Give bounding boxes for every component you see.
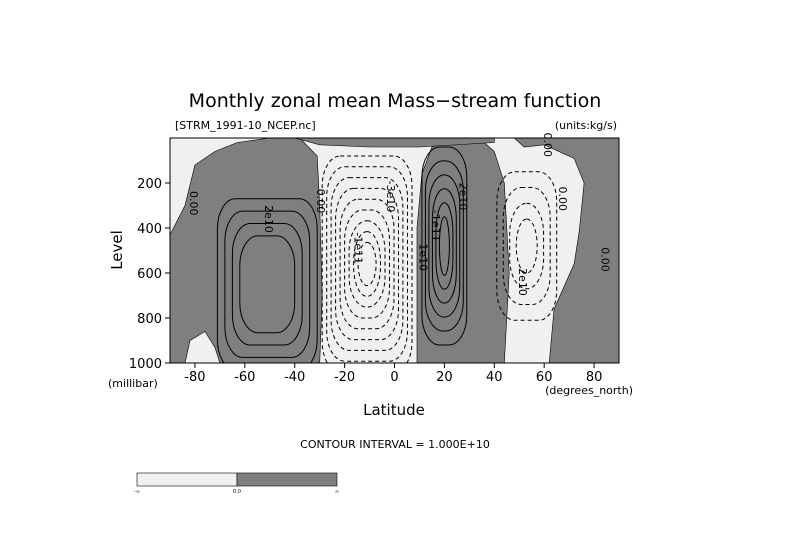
- y-tick-label: 400: [137, 222, 162, 237]
- x-tick-label: 60: [536, 370, 553, 385]
- contour-label: 2e10: [262, 205, 275, 233]
- southern-tropical-cell-contour: [357, 241, 377, 287]
- x-axis: -80 -60 -40 -20 0 20 40 60 80: [184, 363, 602, 385]
- northern-tropical-cell-contour: [435, 202, 454, 290]
- northern-tropical-cell-contour: [424, 160, 464, 332]
- southern-hadley-cell-contour: [231, 223, 303, 346]
- colorbar: -∞ 0.0 ∞: [134, 472, 339, 495]
- southern-tropical-cell-contour: [344, 209, 391, 319]
- southern-tropical-cell-contour: [326, 166, 409, 362]
- contour-label: 0.00: [541, 133, 554, 158]
- contour-label: 0.00: [314, 189, 327, 214]
- contour-label: 0.00: [556, 187, 569, 212]
- chart-title: Monthly zonal mean Mass−stream function: [189, 90, 602, 112]
- contour-interval-text: CONTOUR INTERVAL = 1.000E+10: [300, 438, 490, 451]
- northern-tropical-cell-contour: [431, 188, 457, 304]
- colorbar-label-zero: 0.0: [233, 489, 241, 495]
- y-units-label: (millibar): [108, 377, 158, 390]
- y-axis-label: Level: [108, 230, 126, 270]
- x-units-label: (degrees_north): [545, 384, 633, 397]
- x-tick-label: -80: [184, 370, 205, 385]
- contour-label: 2e10: [516, 268, 529, 296]
- y-tick-label: 600: [137, 267, 162, 282]
- southern-hadley-cell-contour: [216, 198, 318, 363]
- contour-label: -1e11: [429, 210, 442, 242]
- colorbar-positive-swatch: [236, 472, 338, 487]
- northern-midlatitude-cell-contour: [509, 202, 545, 290]
- colorbar-label-max: ∞: [335, 489, 339, 495]
- southern-tropical-cell-contour: [353, 231, 382, 297]
- x-tick-label: 80: [586, 370, 603, 385]
- x-tick-label: 20: [436, 370, 453, 385]
- contour-label-group: 0.00 2e10 0.00 -1e11 -3e10 1e10 2e10 -1e11 0.00 2…: [187, 133, 612, 296]
- positive-region-upper-belt: [294, 138, 495, 148]
- contour-label: 0.00: [187, 191, 200, 216]
- southern-tropical-cell-contour: [339, 198, 395, 330]
- file-label: [STRM_1991-10_NCEP.nc]: [175, 119, 316, 132]
- positive-region-north-pole: [513, 138, 619, 363]
- y-tick-label: 200: [137, 177, 162, 192]
- y-tick-label: 1000: [129, 357, 162, 372]
- contour-label: 1e10: [416, 243, 429, 271]
- contour-label: 0.00: [599, 247, 612, 272]
- southern-tropical-cell-contour: [321, 155, 413, 363]
- contour-label: 2e10: [456, 183, 469, 211]
- negative-region-south-pole: [184, 331, 221, 363]
- contour-field: [170, 138, 619, 363]
- northern-tropical-cell-contour: [428, 174, 461, 318]
- y-axis: 200 400 600 800 1000: [129, 177, 170, 372]
- southern-hadley-cell-contour: [224, 210, 311, 358]
- southern-tropical-cell-contour: [348, 220, 386, 308]
- x-tick-label: 40: [486, 370, 503, 385]
- southern-tropical-cell-contour: [330, 177, 404, 351]
- x-axis-label: Latitude: [363, 401, 425, 419]
- northern-midlatitude-cell-contour: [496, 171, 558, 321]
- northern-tropical-cell-contour: [421, 146, 468, 346]
- colorbar-negative-swatch: [136, 472, 238, 487]
- southern-hadley-cell-contour: [239, 235, 296, 334]
- contour-label: -3e10: [384, 181, 397, 213]
- y-tick-label: 800: [137, 312, 162, 327]
- x-tick-label: -60: [234, 370, 255, 385]
- positive-region-south: [170, 138, 323, 363]
- units-label: (units:kg/s): [555, 119, 617, 132]
- contour-label: -1e11: [352, 232, 365, 264]
- northern-midlatitude-cell-contour: [515, 218, 538, 274]
- northern-midlatitude-cell-contour: [502, 187, 551, 305]
- colorbar-label-min: -∞: [134, 489, 140, 495]
- x-tick-label: -20: [334, 370, 355, 385]
- northern-tropical-cell-contour: [438, 216, 450, 276]
- x-tick-label: -40: [284, 370, 305, 385]
- x-tick-label: 0: [390, 370, 398, 385]
